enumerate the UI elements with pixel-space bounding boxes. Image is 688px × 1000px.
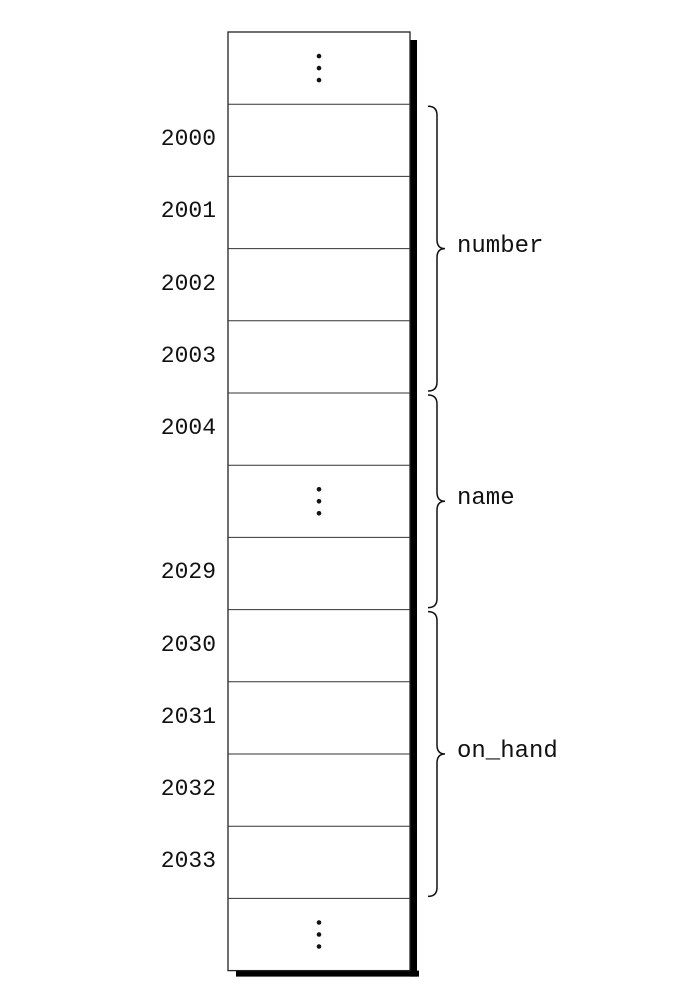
memory-address-label: 2031: [160, 703, 216, 730]
field-label-on-hand: on_hand: [457, 738, 558, 765]
ellipsis-dot: [316, 920, 322, 925]
curly-brace-name: [427, 394, 446, 609]
ellipsis-dot: [316, 932, 322, 937]
ellipsis-dot: [316, 511, 322, 516]
curly-brace-on-hand: [427, 610, 446, 898]
field-label-name: name: [457, 485, 515, 513]
ellipsis-dot: [316, 53, 322, 59]
memory-address-label: 2003: [160, 342, 216, 369]
memory-address-label: 2002: [160, 270, 216, 297]
column-shadow-bottom: [236, 970, 419, 977]
field-label-number: number: [457, 232, 544, 260]
curly-brace-number: [427, 105, 446, 392]
column-shadow-right: [410, 40, 417, 977]
ellipsis-dot: [316, 65, 322, 71]
memory-address-label: 2029: [160, 559, 216, 586]
ellipsis-dot: [316, 487, 322, 492]
memory-address-label: 2004: [160, 415, 216, 441]
memory-address-label: 2001: [160, 198, 216, 225]
memory-address-label: 2000: [160, 126, 216, 153]
ellipsis-dot: [316, 499, 322, 504]
ellipsis-dot: [316, 944, 322, 949]
memory-address-label: 2033: [160, 848, 216, 875]
ellipsis-dot: [316, 77, 322, 83]
memory-address-label: 2032: [160, 776, 216, 802]
memory-address-label: 2030: [160, 631, 216, 658]
